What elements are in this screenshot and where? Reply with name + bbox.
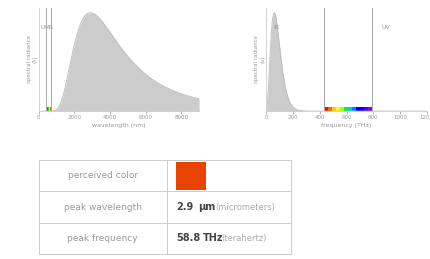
Bar	[39, 160, 290, 254]
Text: (terahertz): (terahertz)	[221, 234, 266, 243]
Text: THz: THz	[203, 233, 223, 243]
X-axis label: frequency (THz): frequency (THz)	[321, 123, 371, 128]
Text: 2.9: 2.9	[176, 202, 194, 212]
Y-axis label: spectral radiance
(ν): spectral radiance (ν)	[254, 35, 264, 83]
Text: peak wavelength: peak wavelength	[64, 203, 141, 212]
Text: (micrometers): (micrometers)	[215, 203, 274, 212]
Y-axis label: spectral radiance
(λ): spectral radiance (λ)	[27, 35, 37, 83]
X-axis label: wavelength (nm): wavelength (nm)	[92, 123, 145, 128]
Bar	[176, 162, 205, 190]
Text: IR: IR	[273, 25, 279, 30]
Text: UV: UV	[40, 25, 49, 30]
Text: μm: μm	[197, 202, 215, 212]
Text: perceived color: perceived color	[68, 171, 138, 181]
Text: peak frequency: peak frequency	[68, 234, 138, 243]
Text: UV: UV	[381, 25, 389, 30]
Text: 58.8: 58.8	[176, 233, 200, 243]
Text: IR: IR	[48, 25, 54, 30]
